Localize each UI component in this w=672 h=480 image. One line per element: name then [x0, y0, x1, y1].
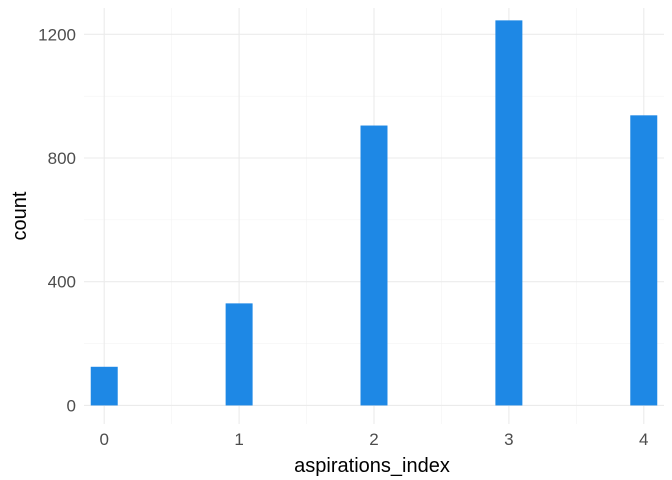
bar-2	[360, 125, 388, 406]
x-tick-label: 2	[369, 430, 378, 449]
y-tick-label: 800	[48, 149, 76, 168]
x-tick-label: 3	[504, 430, 513, 449]
y-tick-label: 400	[48, 273, 76, 292]
y-tick-label: 1200	[38, 25, 76, 44]
bars	[90, 20, 658, 406]
x-tick-label: 0	[99, 430, 108, 449]
y-axis-title: count	[9, 191, 31, 240]
bar-4	[630, 115, 658, 406]
x-tick-label: 1	[234, 430, 243, 449]
x-axis-ticks: 0 1 2 3 4	[99, 430, 648, 449]
y-axis-ticks: 0 400 800 1200	[38, 25, 76, 415]
y-tick-label: 0	[67, 396, 76, 415]
x-tick-label: 4	[639, 430, 648, 449]
bar-1	[225, 303, 253, 406]
bar-0	[90, 366, 118, 406]
bar-3	[495, 20, 523, 406]
x-axis-title: aspirations_index	[294, 455, 450, 477]
